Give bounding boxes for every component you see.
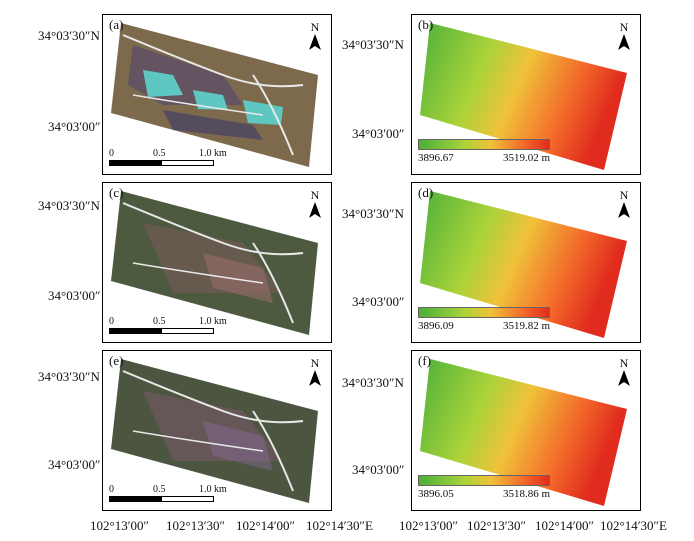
legend-max: 3519.82 m [503,320,551,332]
north-arrow: N [614,189,634,218]
legend-colorbar [418,307,550,318]
lat-label-30: 34°03′30″N [38,369,100,384]
north-arrow: N [305,21,325,50]
elevation-map [420,191,627,338]
north-arrow: N [305,357,325,386]
legend-min: 3896.05 [418,488,454,500]
lon-label: 102°13′00″ [399,518,458,533]
panel-b-elevation: (b) N 3896.67 3519.02 m [411,14,641,175]
lat-label-00: 34°03′00″ [352,126,405,141]
elevation-legend: 3896.09 3519.82 m [418,307,550,334]
panel-label: (e) [109,353,124,368]
scale-tick-1: 1.0 km [199,316,227,327]
lon-label: 102°13′00″ [90,518,149,533]
north-arrow: N [614,21,634,50]
lat-label-30: 34°03′30″N [38,198,100,213]
panel-f-elevation: (f) N 3896.05 3518.86 m [411,350,641,511]
scale-bar: 0 0.5 1.0 km [109,148,227,166]
imagery-map [111,191,318,335]
legend-max: 3519.02 m [503,152,551,164]
scale-tick-1: 1.0 km [199,148,227,159]
legend-min: 3896.67 [418,152,454,164]
scale-bar: 0 0.5 1.0 km [109,316,227,334]
north-arrow-icon [309,370,321,386]
lat-label-00: 34°03′00″ [352,462,405,477]
panel-label: (b) [418,17,434,32]
legend-min: 3896.09 [418,320,454,332]
north-label: N [619,20,629,34]
panel-c-imagery: (c) N 0 0.5 1.0 km [102,182,332,343]
elevation-legend: 3896.05 3518.86 m [418,475,550,502]
legend-max: 3518.86 m [503,488,551,500]
north-arrow-icon [309,34,321,50]
lat-label-30: 34°03′30″N [342,206,404,221]
north-arrow: N [305,189,325,218]
lon-label: 102°13′30″ [467,518,526,533]
imagery-map [111,23,318,167]
lon-label: 102°14′00″ [236,518,295,533]
legend-colorbar [418,139,550,150]
scale-tick-05: 0.5 [153,316,166,327]
scale-tick-05: 0.5 [153,484,166,495]
elevation-legend: 3896.67 3519.02 m [418,139,550,166]
north-label: N [310,356,320,370]
scale-tick-0: 0 [109,484,114,495]
lat-label-00: 34°03′00″ [352,294,405,309]
north-label: N [310,188,320,202]
lat-label-30: 34°03′30″N [342,37,404,52]
imagery-map [111,359,318,503]
scale-tick-0: 0 [109,148,114,159]
panel-label: (f) [418,353,431,368]
lon-label: 102°14′30″E [306,518,373,533]
lat-label-30: 34°03′30″N [38,28,100,43]
legend-colorbar [418,475,550,486]
elevation-map [420,359,627,506]
north-arrow-icon [309,202,321,218]
elevation-map [420,23,627,170]
lon-label: 102°14′00″ [535,518,594,533]
scale-tick-1: 1.0 km [199,484,227,495]
north-label: N [619,356,629,370]
panel-label: (a) [109,17,124,32]
scale-bar: 0 0.5 1.0 km [109,484,227,502]
lat-label-00: 34°03′00″ [48,119,101,134]
lat-label-00: 34°03′00″ [48,288,101,303]
north-label: N [619,188,629,202]
north-arrow: N [614,357,634,386]
panel-label: (d) [418,185,434,200]
scale-tick-0: 0 [109,316,114,327]
panel-label: (c) [109,185,124,200]
lat-label-00: 34°03′00″ [48,457,101,472]
north-arrow-icon [618,370,630,386]
panel-a-imagery: (a) N 0 0.5 1.0 km [102,14,332,175]
north-arrow-icon [618,34,630,50]
lat-label-30: 34°03′30″N [342,375,404,390]
north-arrow-icon [618,202,630,218]
panel-e-imagery: (e) N 0 0.5 1.0 km [102,350,332,511]
scale-tick-05: 0.5 [153,148,166,159]
lon-label: 102°14′30″E [600,518,667,533]
panel-d-elevation: (d) N 3896.09 3519.82 m [411,182,641,343]
north-label: N [310,20,320,34]
lon-label: 102°13′30″ [166,518,225,533]
